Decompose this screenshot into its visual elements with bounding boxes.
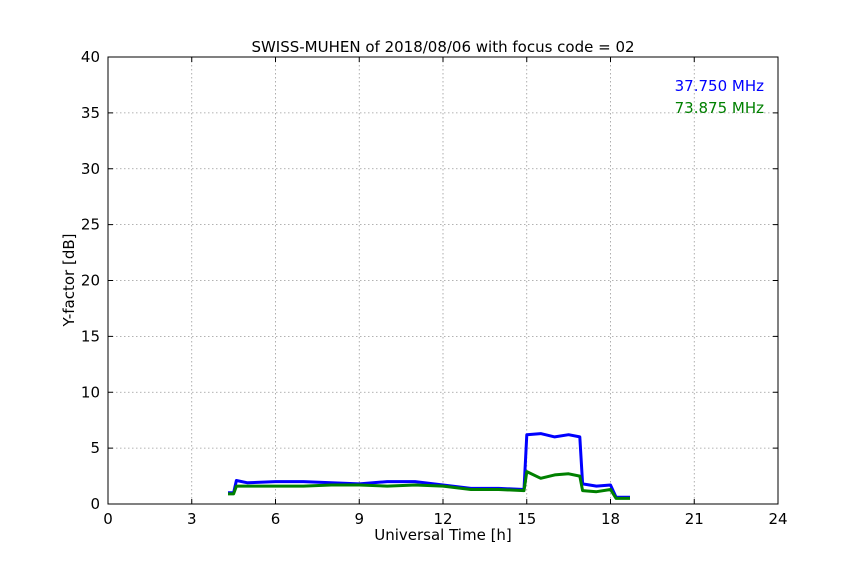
x-axis-title: Universal Time [h] xyxy=(374,526,512,544)
chart-title: SWISS-MUHEN of 2018/08/06 with focus cod… xyxy=(251,38,634,56)
x-tick-label: 0 xyxy=(103,510,113,528)
y-tick-label: 25 xyxy=(81,216,100,234)
x-tick-label: 12 xyxy=(433,510,452,528)
series-line-2 xyxy=(228,470,630,500)
y-axis-title: Y-factor [dB] xyxy=(60,233,78,327)
series-line-1 xyxy=(228,432,630,499)
y-tick-label: 20 xyxy=(81,272,100,290)
x-tick-label: 9 xyxy=(354,510,364,528)
y-tick-label: 10 xyxy=(81,383,100,401)
y-tick-label: 35 xyxy=(81,104,100,122)
x-tick-label: 18 xyxy=(601,510,620,528)
x-tick-label: 15 xyxy=(517,510,536,528)
axis-ticks: 0 3 6 9 12 15 18 21 24 0 5 10 15 20 25 30 35 40 xyxy=(81,48,788,528)
legend-entry-2: 73.875 MHz xyxy=(675,99,764,117)
x-tick-label: 6 xyxy=(271,510,281,528)
x-tick-label: 21 xyxy=(685,510,704,528)
y-tick-label: 15 xyxy=(81,327,100,345)
x-tick-label: 3 xyxy=(187,510,197,528)
y-tick-label: 30 xyxy=(81,160,100,178)
y-tick-label: 40 xyxy=(81,48,100,66)
legend: 37.750 MHz 73.875 MHz xyxy=(675,77,764,117)
y-tick-label: 0 xyxy=(90,495,100,513)
y-tick-label: 5 xyxy=(90,439,100,457)
x-tick-label: 24 xyxy=(768,510,787,528)
legend-entry-1: 37.750 MHz xyxy=(675,77,764,95)
series-layer xyxy=(228,432,630,500)
grid-lines xyxy=(108,57,778,504)
